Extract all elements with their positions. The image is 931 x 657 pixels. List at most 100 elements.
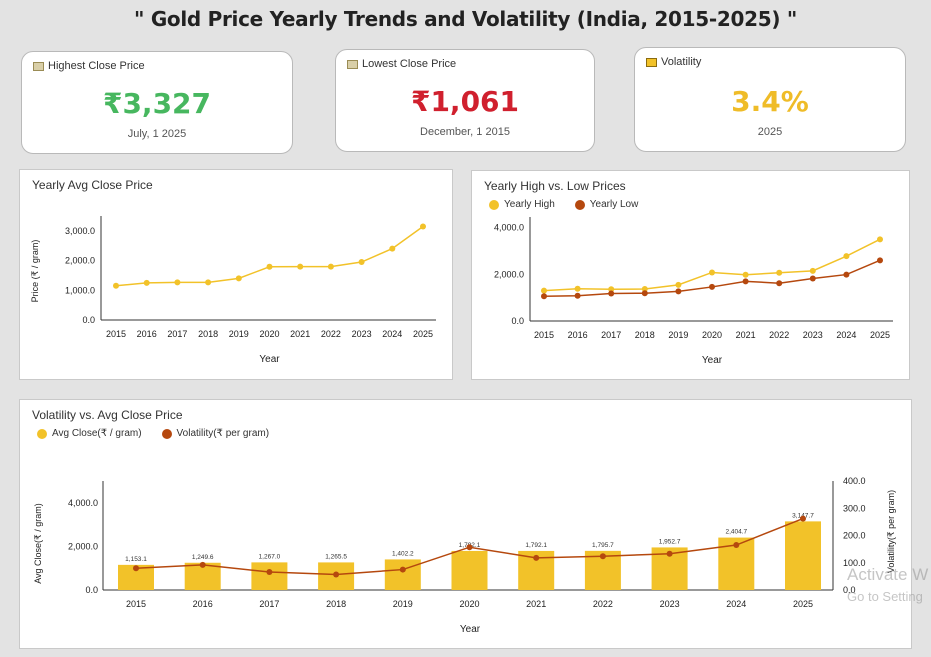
kpi-value: 3.4% [731, 85, 809, 118]
y2-tick-label: 0.0 [843, 585, 856, 595]
data-label: 1,153.1 [125, 556, 147, 563]
dashboard-title: " Gold Price Yearly Trends and Volatilit… [134, 7, 797, 31]
x-tick-label: 2021 [290, 329, 310, 339]
x-tick-label: 2020 [459, 599, 479, 609]
high-low-chart-panel: Yearly High vs. Low Prices Yearly High Y… [471, 170, 910, 380]
data-point [574, 285, 581, 292]
bar [451, 550, 488, 590]
legend-item-low: Yearly Low [574, 199, 639, 210]
series-line [115, 225, 424, 287]
chart-legend: Avg Close(₹ / gram) Volatility(₹ per gra… [37, 428, 269, 439]
volatility-chart-panel: Volatility vs. Avg Close Price Avg Close… [19, 399, 912, 649]
chart-legend: Yearly High Yearly Low [489, 199, 638, 210]
data-point [877, 257, 883, 264]
bar [785, 521, 821, 590]
kpi-card-lowest: Lowest Close Price ₹1,061 December, 1 20… [335, 49, 595, 152]
data-point [776, 280, 783, 287]
data-label: 1,249.6 [192, 554, 214, 561]
y-tick-label: 0.0 [511, 316, 524, 326]
legend-swatch [37, 428, 47, 439]
data-point [533, 554, 540, 561]
y-tick-label: 2,000.0 [68, 541, 98, 551]
data-point [877, 236, 883, 243]
data-point [358, 259, 365, 266]
y-tick-label: 3,000.0 [65, 226, 95, 236]
avg-close-chart-panel: Yearly Avg Close Price 0.0 1,000.0 2,000.0… [19, 169, 453, 380]
chart-title: Yearly High vs. Low Prices [484, 179, 626, 193]
kpi-value: ₹3,327 [102, 87, 212, 120]
x-tick-label: 2022 [593, 599, 613, 609]
data-point [666, 550, 673, 557]
data-label: 1,952.7 [659, 538, 681, 545]
data-point [333, 571, 340, 578]
x-tick-label: 2017 [167, 329, 187, 339]
legend-item-high: Yearly High [489, 199, 555, 210]
x-tick-label: 2020 [702, 330, 722, 340]
data-point [608, 290, 615, 297]
data-label: 1,265.5 [325, 553, 347, 560]
data-point [843, 253, 850, 260]
kpi-value: ₹1,061 [410, 85, 520, 118]
x-tick-label: 2025 [413, 329, 433, 339]
bar-chart-icon [646, 57, 657, 67]
data-point [541, 293, 547, 300]
legend-item-volatility: Volatility(₹ per gram) [161, 428, 269, 439]
y-tick-label: 0.0 [82, 315, 95, 325]
chart-title: Yearly Avg Close Price [32, 178, 153, 192]
data-point [709, 283, 715, 290]
legend-label: Yearly Low [589, 199, 639, 210]
x-tick-label: 2023 [803, 330, 823, 340]
data-point [327, 263, 334, 270]
x-tick-label: 2017 [259, 599, 279, 609]
x-tick-label: 2015 [106, 329, 126, 339]
data-point [800, 515, 806, 522]
y-axis-title: Price (₹ / gram) [30, 240, 40, 303]
x-tick-label: 2015 [126, 599, 146, 609]
data-point [599, 553, 606, 560]
x-axis-title: Year [460, 624, 481, 635]
x-tick-label: 2018 [326, 599, 346, 609]
data-point [675, 281, 682, 288]
data-point [843, 271, 850, 278]
x-axis-title: Year [259, 354, 280, 365]
chart-icon [33, 61, 44, 71]
data-label: 1,795.7 [592, 542, 614, 549]
y2-tick-label: 200.0 [843, 531, 866, 541]
legend-item-avg-close: Avg Close(₹ / gram) [37, 428, 142, 439]
x-tick-label: 2016 [568, 330, 588, 340]
series-line [543, 238, 881, 292]
data-point [143, 279, 150, 286]
chart-icon [347, 59, 358, 69]
x-tick-label: 2018 [198, 329, 218, 339]
activation-watermark: Activate W [847, 565, 929, 584]
x-tick-label: 2016 [137, 329, 157, 339]
data-point [235, 275, 242, 282]
legend-swatch [574, 199, 585, 210]
kpi-subtext: July, 1 2025 [127, 128, 187, 140]
x-tick-label: 2020 [259, 329, 279, 339]
y-tick-label: 4,000.0 [68, 498, 98, 508]
x-tick-label: 2019 [229, 329, 249, 339]
x-tick-label: 2025 [870, 330, 890, 340]
x-tick-label: 2019 [668, 330, 688, 340]
data-point [266, 569, 273, 576]
data-point [742, 278, 749, 285]
x-tick-label: 2023 [352, 329, 372, 339]
avg-close-line-chart: 0.0 1,000.0 2,000.0 3,000.0 2015 2016 2017 2018… [30, 216, 436, 365]
x-tick-label: 2019 [393, 599, 413, 609]
data-point [641, 286, 648, 293]
x-tick-label: 2023 [660, 599, 680, 609]
kpi-card-highest: Highest Close Price ₹3,327 July, 1 2025 [21, 51, 293, 154]
data-point [541, 287, 547, 294]
y2-tick-label: 300.0 [843, 503, 866, 513]
data-point [675, 288, 682, 295]
x-tick-label: 2021 [526, 599, 546, 609]
y-tick-label: 0.0 [85, 585, 98, 595]
activation-watermark-sub: Go to Setting [847, 589, 923, 604]
data-label: 1,267.0 [259, 553, 281, 560]
data-point [199, 561, 206, 568]
data-point [574, 292, 581, 299]
x-tick-label: 2025 [793, 599, 813, 609]
x-tick-label: 2024 [726, 599, 746, 609]
data-label: 1,792.1 [525, 542, 547, 549]
